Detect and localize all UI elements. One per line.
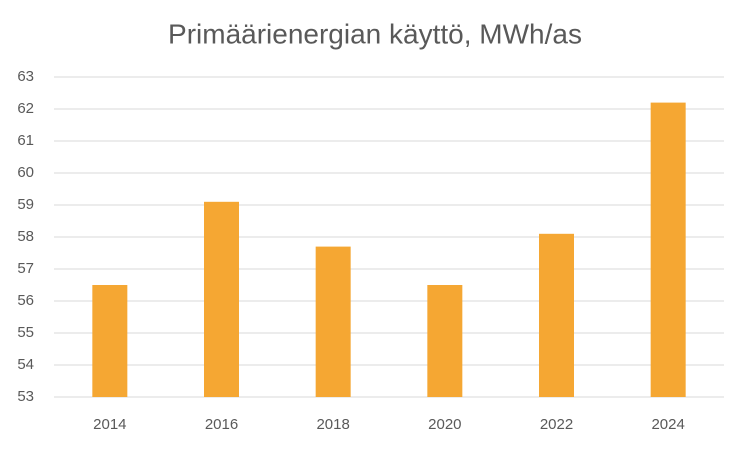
x-tick-label: 2020 bbox=[428, 416, 461, 433]
bar bbox=[650, 102, 686, 397]
y-tick-label: 61 bbox=[17, 132, 34, 149]
bar bbox=[427, 285, 463, 397]
x-tick-label: 2018 bbox=[316, 416, 349, 433]
bar bbox=[539, 233, 574, 397]
y-tick-label: 62 bbox=[17, 100, 34, 117]
bar bbox=[315, 246, 351, 397]
y-tick-label: 57 bbox=[17, 260, 34, 277]
y-tick-label: 56 bbox=[17, 292, 34, 309]
x-tick-label: 2016 bbox=[205, 416, 238, 433]
y-tick-label: 54 bbox=[17, 356, 34, 373]
x-tick-label: 2014 bbox=[93, 416, 126, 433]
x-tick-label: 2024 bbox=[651, 416, 684, 433]
y-tick-label: 58 bbox=[17, 228, 34, 245]
y-tick-label: 55 bbox=[17, 324, 34, 341]
y-tick-label: 59 bbox=[17, 196, 34, 213]
bar bbox=[92, 285, 128, 397]
y-tick-label: 60 bbox=[17, 164, 34, 181]
bar bbox=[204, 201, 239, 397]
x-tick-label: 2022 bbox=[540, 416, 573, 433]
y-tick-label: 53 bbox=[17, 388, 34, 405]
chart-title: Primäärienergian käyttö, MWh/as bbox=[168, 18, 582, 49]
y-tick-label: 63 bbox=[17, 68, 34, 85]
